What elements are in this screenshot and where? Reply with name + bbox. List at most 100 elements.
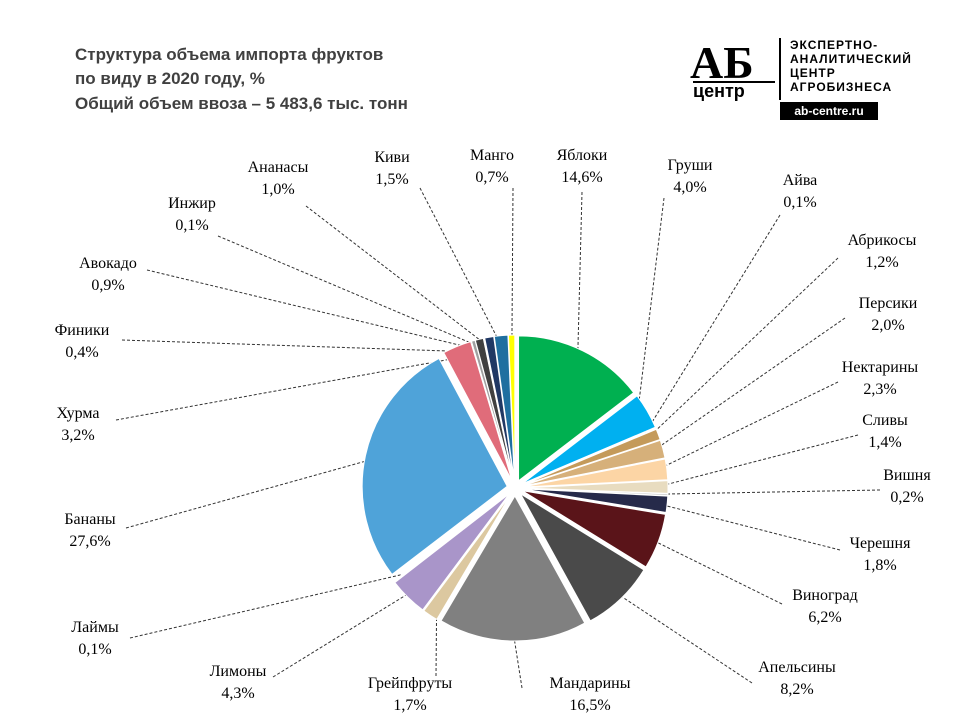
logo-mark: АБ — [690, 37, 754, 88]
slice-value-label: 6,2% — [808, 609, 841, 626]
leader-line — [577, 191, 583, 362]
pie-slice — [522, 490, 667, 568]
pie-slice — [522, 458, 669, 488]
slice-value-label: 0,7% — [475, 169, 508, 186]
slice-value-label: 0,1% — [78, 641, 111, 658]
pie-slice — [484, 335, 515, 481]
pie-slice — [493, 334, 515, 481]
slice-value-label: 1,8% — [863, 557, 896, 574]
pie-slice — [507, 334, 516, 481]
leader-line — [115, 356, 462, 421]
slice-label: Ананасы — [248, 159, 309, 176]
slice-value-label: 0,1% — [783, 194, 816, 211]
slice-label: Сливы — [862, 412, 908, 429]
chart-title: по виду в 2020 году, % — [75, 69, 265, 88]
slice-label: Яблоки — [557, 147, 608, 164]
slice-label: Хурма — [56, 405, 99, 422]
slice-label: Манго — [470, 147, 514, 164]
leader-line — [655, 381, 839, 472]
labels: Яблоки 14,6% Груши 4,0% Айва 0,1% Абрикосы 1,2%… — [55, 147, 932, 714]
slice-value-label: 2,3% — [863, 381, 896, 398]
leader-line — [655, 502, 841, 551]
pie-slice — [522, 488, 669, 514]
pie-slice — [392, 492, 509, 583]
slice-label: Виноград — [792, 587, 858, 604]
slice-value-label: 1,2% — [865, 254, 898, 271]
logo-sub: центр — [693, 81, 745, 101]
logo-line: АГРОБИЗНЕСА — [790, 80, 892, 94]
leader-line — [647, 537, 783, 605]
pie-slice — [522, 487, 669, 497]
slice-value-label: 8,2% — [780, 681, 813, 698]
slice-value-label: 0,4% — [65, 344, 98, 361]
slice-value-label: 3,2% — [61, 427, 94, 444]
slice-label: Персики — [859, 295, 918, 312]
slice-value-label: 1,0% — [261, 181, 294, 198]
pie-slice — [443, 340, 513, 481]
leader-line — [129, 573, 404, 639]
leader-line — [644, 214, 781, 434]
pie-slice — [518, 335, 635, 482]
leader-line — [612, 590, 753, 684]
pie-slice — [522, 439, 666, 487]
slice-value-label: 27,6% — [69, 533, 110, 550]
slice-label: Вишня — [883, 467, 931, 484]
pie-slice — [394, 493, 510, 611]
leader-line — [125, 457, 377, 529]
slice-label: Лаймы — [71, 619, 119, 636]
slice-label: Киви — [374, 149, 410, 166]
leader-line — [272, 588, 417, 678]
slice-label: Грейпфруты — [368, 675, 453, 692]
slice-label: Мандарины — [549, 675, 630, 692]
leader-line — [511, 187, 514, 347]
logo-line: ЦЕНТР — [790, 66, 836, 80]
slice-label: Нектарины — [842, 359, 919, 376]
slice-label: Авокадо — [79, 255, 137, 272]
leader-line — [647, 257, 839, 439]
slice-value-label: 0,2% — [890, 489, 923, 506]
slice-value-label: 4,0% — [673, 179, 706, 196]
slice-value-label: 1,5% — [375, 171, 408, 188]
slice-value-label: 1,7% — [393, 697, 426, 714]
slice-value-label: 14,6% — [561, 169, 602, 186]
pie-slice — [521, 395, 657, 485]
leader-line — [121, 339, 477, 353]
pie-slice — [423, 494, 511, 621]
slice-label: Бананы — [64, 511, 116, 528]
slice-label: Черешня — [850, 535, 911, 552]
pie-slice — [361, 357, 508, 576]
leader-line — [146, 269, 483, 351]
slice-label: Абрикосы — [848, 232, 917, 249]
slice-label: Груши — [668, 157, 713, 174]
chart-title: Общий объем ввоза – 5 483,6 тыс. тонн — [75, 94, 408, 113]
leader-line — [217, 235, 487, 350]
slice-value-label: 0,1% — [175, 217, 208, 234]
leader-line — [656, 489, 881, 495]
slice-value-label: 2,0% — [871, 317, 904, 334]
slice-label: Финики — [55, 322, 110, 339]
logo-line: ЭКСПЕРТНО- — [790, 38, 878, 52]
chart-title: Структура объема импорта фруктов — [75, 45, 383, 64]
leader-line — [435, 605, 438, 677]
logo-line: АНАЛИТИЧЕСКИЙ — [790, 51, 912, 66]
logo: АБ центр ЭКСПЕРТНО- АНАЛИТИЧЕСКИЙ ЦЕНТР … — [690, 37, 912, 120]
logo-url-box — [780, 102, 878, 120]
pie — [361, 334, 669, 642]
slice-label: Лимоны — [210, 663, 267, 680]
slice-value-label: 16,5% — [569, 697, 610, 714]
slice-label: Айва — [783, 172, 818, 189]
slice-value-label: 4,3% — [221, 685, 254, 702]
slice-value-label: 0,9% — [91, 277, 124, 294]
pie-slice — [522, 428, 661, 486]
slice-label: Апельсины — [758, 659, 836, 676]
leader-lines — [115, 187, 881, 689]
pie-slice — [440, 494, 586, 642]
leader-line — [651, 317, 846, 453]
logo-url: ab-centre.ru — [794, 104, 863, 118]
leader-line — [305, 205, 492, 350]
slice-label: Инжир — [168, 195, 216, 212]
leader-line — [636, 197, 665, 417]
pie-slice — [519, 492, 645, 622]
slice-value-label: 1,4% — [868, 434, 901, 451]
